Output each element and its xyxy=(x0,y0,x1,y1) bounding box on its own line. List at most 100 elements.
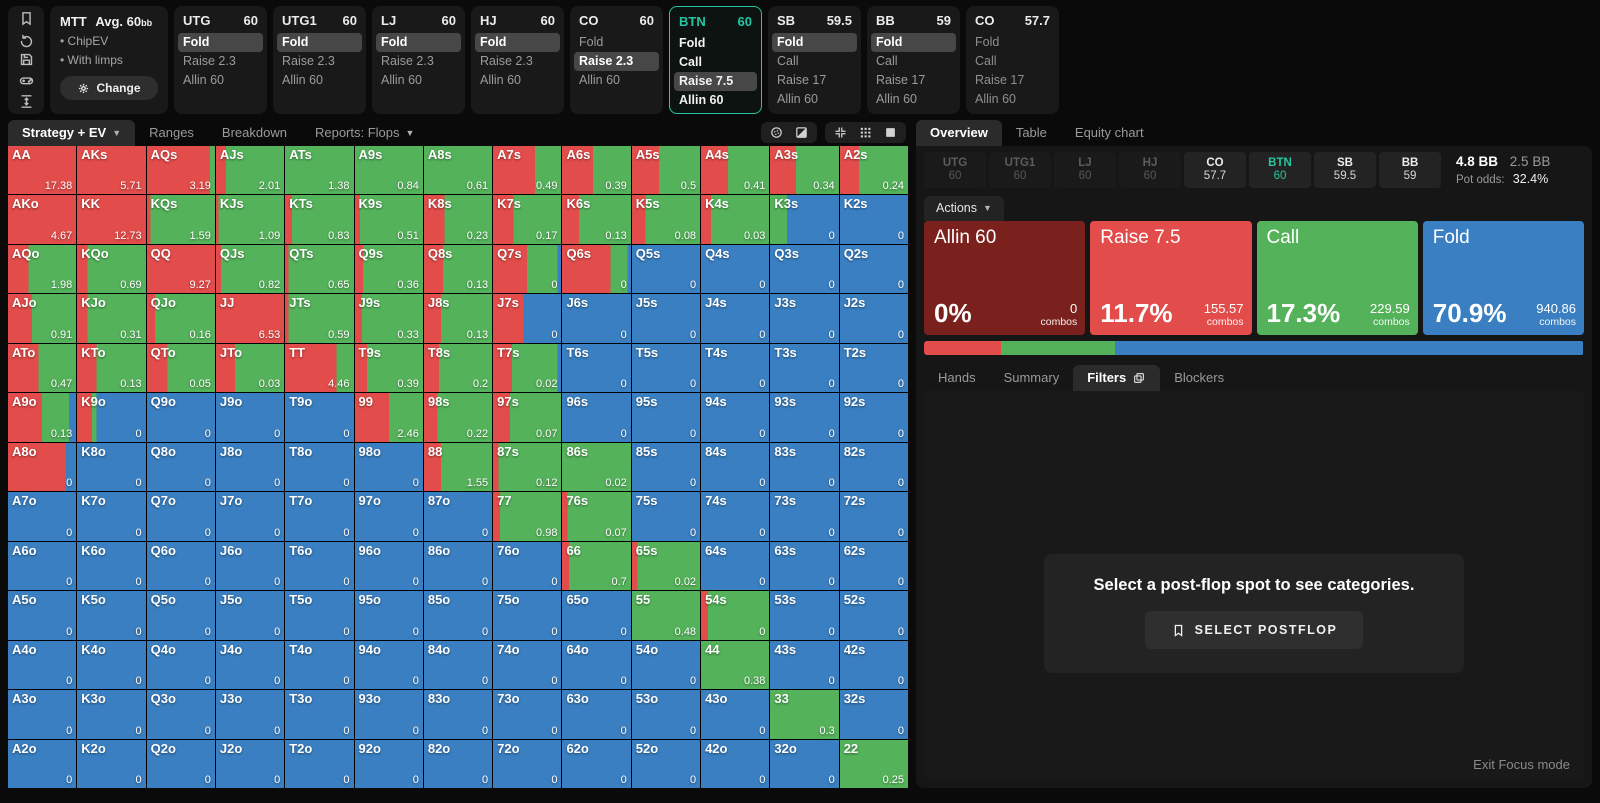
action-option-allin-60[interactable]: Allin 60 xyxy=(679,93,724,107)
hand-cell-76o[interactable]: 76o 0 xyxy=(493,541,562,591)
hand-cell-Q2o[interactable]: Q2o 0 xyxy=(146,739,215,788)
hand-cell-T3o[interactable]: T3o 0 xyxy=(285,690,354,739)
hand-cell-AQo[interactable]: AQo 1.98 xyxy=(8,244,77,294)
hand-cell-ATo[interactable]: ATo 0.47 xyxy=(8,343,77,393)
hand-cell-33[interactable]: 33 0.3 xyxy=(770,690,839,739)
hand-cell-88[interactable]: 88 1.55 xyxy=(423,442,493,492)
hand-cell-76s[interactable]: 76s 0.07 xyxy=(562,492,631,541)
hand-cell-T2o[interactable]: T2o 0 xyxy=(285,739,354,788)
action-option-call[interactable]: Call xyxy=(876,54,898,68)
hand-cell-T2s[interactable]: T2s 0 xyxy=(839,343,908,393)
hand-cell-53o[interactable]: 53o 0 xyxy=(631,690,701,739)
contrast-icon[interactable] xyxy=(794,125,809,140)
hand-cell-J4o[interactable]: J4o 0 xyxy=(215,640,285,690)
hand-cell-K3o[interactable]: K3o 0 xyxy=(77,690,146,739)
tab-filters[interactable]: Filters xyxy=(1073,365,1161,391)
action-option-allin-60[interactable]: Allin 60 xyxy=(876,92,917,106)
hand-cell-77[interactable]: 77 0.98 xyxy=(493,492,562,541)
position-column-utg1[interactable]: UTG1 60 Fold Raise 2.3 Allin 60 xyxy=(273,6,366,114)
position-column-hj[interactable]: HJ 60 Fold Raise 2.3 Allin 60 xyxy=(471,6,564,114)
hand-cell-KQs[interactable]: KQs 1.59 xyxy=(146,195,215,244)
square-icon[interactable] xyxy=(883,125,898,140)
hand-cell-QTs[interactable]: QTs 0.65 xyxy=(285,244,354,294)
hand-cell-A4s[interactable]: A4s 0.41 xyxy=(701,146,770,195)
hand-cell-QTo[interactable]: QTo 0.05 xyxy=(146,343,215,393)
grid-icon[interactable] xyxy=(858,125,873,140)
action-option-allin-60[interactable]: Allin 60 xyxy=(381,73,422,87)
hand-cell-J8s[interactable]: J8s 0.13 xyxy=(423,294,493,343)
collapse-icon[interactable] xyxy=(833,125,848,140)
hand-cell-JTo[interactable]: JTo 0.03 xyxy=(215,343,285,393)
hand-cell-J5s[interactable]: J5s 0 xyxy=(631,294,701,343)
hand-cell-AKs[interactable]: AKs 5.71 xyxy=(77,146,146,195)
hand-cell-Q5o[interactable]: Q5o 0 xyxy=(146,591,215,640)
action-option-call[interactable]: Call xyxy=(777,54,799,68)
hand-cell-T9o[interactable]: T9o 0 xyxy=(285,393,354,442)
hand-cell-K4s[interactable]: K4s 0.03 xyxy=(701,195,770,244)
hand-cell-75o[interactable]: 75o 0 xyxy=(493,591,562,640)
hand-cell-Q8s[interactable]: Q8s 0.13 xyxy=(423,244,493,294)
hand-cell-95o[interactable]: 95o 0 xyxy=(354,591,423,640)
action-option-allin-60[interactable]: Allin 60 xyxy=(777,92,818,106)
hand-cell-KJs[interactable]: KJs 1.09 xyxy=(215,195,285,244)
hand-cell-94o[interactable]: 94o 0 xyxy=(354,640,423,690)
hand-cell-J9o[interactable]: J9o 0 xyxy=(215,393,285,442)
hand-cell-K8o[interactable]: K8o 0 xyxy=(77,442,146,492)
hand-cell-ATs[interactable]: ATs 1.38 xyxy=(285,146,354,195)
action-option-raise-2-3[interactable]: Raise 2.3 xyxy=(381,54,434,68)
hand-cell-64o[interactable]: 64o 0 xyxy=(562,640,631,690)
hand-cell-AJs[interactable]: AJs 2.01 xyxy=(215,146,285,195)
save-icon[interactable] xyxy=(18,51,35,68)
hand-cell-A3o[interactable]: A3o 0 xyxy=(8,690,77,739)
chip-co[interactable]: CO 57.7 xyxy=(1184,152,1246,188)
tab-ranges[interactable]: Ranges xyxy=(135,120,208,146)
hand-cell-T6o[interactable]: T6o 0 xyxy=(285,541,354,591)
hand-cell-A7s[interactable]: A7s 0.49 xyxy=(493,146,562,195)
action-option-fold[interactable]: Fold xyxy=(579,35,604,49)
tab-equity-chart[interactable]: Equity chart xyxy=(1061,120,1158,146)
action-box-allin[interactable]: Allin 60 0% 0 combos xyxy=(924,221,1086,335)
hand-cell-KJo[interactable]: KJo 0.31 xyxy=(77,294,146,343)
hand-cell-72s[interactable]: 72s 0 xyxy=(839,492,908,541)
hand-cell-92o[interactable]: 92o 0 xyxy=(354,739,423,788)
hand-cell-QQ[interactable]: QQ 9.27 xyxy=(146,244,215,294)
hand-cell-T7s[interactable]: T7s 0.02 xyxy=(493,343,562,393)
hand-cell-Q9s[interactable]: Q9s 0.36 xyxy=(354,244,423,294)
hand-cell-42o[interactable]: 42o 0 xyxy=(701,739,770,788)
hand-cell-84o[interactable]: 84o 0 xyxy=(423,640,493,690)
hand-cell-62o[interactable]: 62o 0 xyxy=(562,739,631,788)
action-option-allin-60[interactable]: Allin 60 xyxy=(282,73,323,87)
hand-cell-98s[interactable]: 98s 0.22 xyxy=(423,393,493,442)
hand-cell-K4o[interactable]: K4o 0 xyxy=(77,640,146,690)
hand-cell-43o[interactable]: 43o 0 xyxy=(701,690,770,739)
hand-cell-65o[interactable]: 65o 0 xyxy=(562,591,631,640)
hand-cell-A9o[interactable]: A9o 0.13 xyxy=(8,393,77,442)
hand-cell-QJo[interactable]: QJo 0.16 xyxy=(146,294,215,343)
hand-cell-A2s[interactable]: A2s 0.24 xyxy=(839,146,908,195)
position-column-btn[interactable]: BTN 60 Fold Call Raise 7.5 Allin 60 xyxy=(669,6,762,114)
action-option-call[interactable]: Call xyxy=(975,54,997,68)
hand-cell-T9s[interactable]: T9s 0.39 xyxy=(354,343,423,393)
hand-cell-T4s[interactable]: T4s 0 xyxy=(701,343,770,393)
change-button[interactable]: Change xyxy=(60,76,158,100)
hand-cell-72o[interactable]: 72o 0 xyxy=(493,739,562,788)
hand-cell-T5s[interactable]: T5s 0 xyxy=(631,343,701,393)
hand-cell-J3s[interactable]: J3s 0 xyxy=(770,294,839,343)
tab-breakdown[interactable]: Breakdown xyxy=(208,120,301,146)
hand-cell-A8s[interactable]: A8s 0.61 xyxy=(423,146,493,195)
action-option-allin-60[interactable]: Allin 60 xyxy=(975,92,1016,106)
action-option-allin-60[interactable]: Allin 60 xyxy=(183,73,224,87)
hand-cell-Q3o[interactable]: Q3o 0 xyxy=(146,690,215,739)
tab-summary[interactable]: Summary xyxy=(990,365,1074,391)
hand-cell-A4o[interactable]: A4o 0 xyxy=(8,640,77,690)
action-option-fold[interactable]: Fold xyxy=(772,33,857,52)
hand-cell-K2o[interactable]: K2o 0 xyxy=(77,739,146,788)
position-column-co-2[interactable]: CO 57.7 Fold Call Raise 17 Allin 60 xyxy=(966,6,1059,114)
action-option-raise-2-3[interactable]: Raise 2.3 xyxy=(480,54,533,68)
hand-cell-Q4s[interactable]: Q4s 0 xyxy=(701,244,770,294)
exit-focus-mode-link[interactable]: Exit Focus mode xyxy=(1473,757,1570,772)
hand-cell-87o[interactable]: 87o 0 xyxy=(423,492,493,541)
chip-lj[interactable]: LJ 60 xyxy=(1054,152,1116,188)
hand-cell-J5o[interactable]: J5o 0 xyxy=(215,591,285,640)
hand-cell-Q7s[interactable]: Q7s 0 xyxy=(493,244,562,294)
